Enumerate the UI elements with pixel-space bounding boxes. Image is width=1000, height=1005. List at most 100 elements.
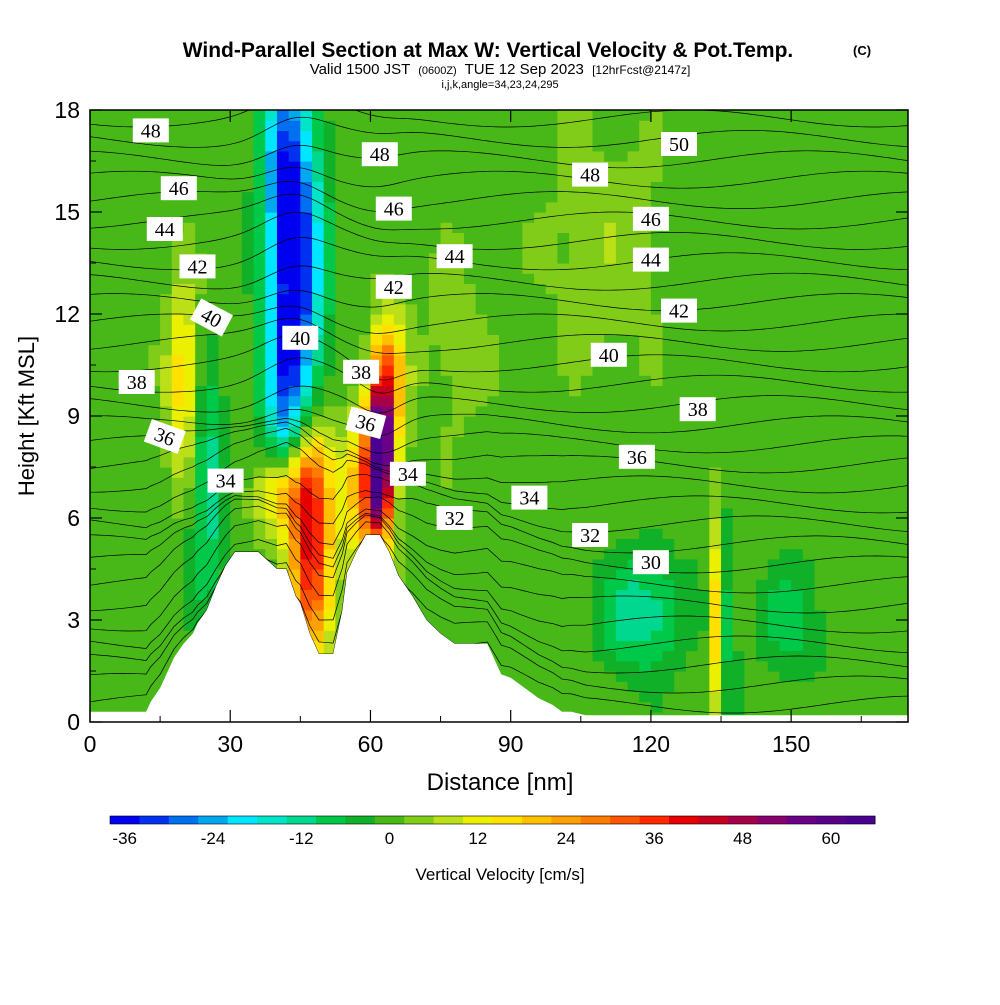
velocity-cell [767, 467, 781, 478]
velocity-cell [721, 110, 734, 121]
velocity-cell [814, 660, 827, 672]
velocity-cell [183, 354, 196, 366]
velocity-cell [872, 426, 886, 437]
velocity-cell [627, 283, 640, 295]
velocity-cell [440, 548, 453, 560]
velocity-cell [125, 232, 138, 244]
velocity-cell [650, 436, 664, 448]
velocity-cell [323, 344, 336, 356]
velocity-cell [580, 140, 594, 152]
velocity-cell [802, 558, 816, 570]
velocity-cell [136, 599, 150, 611]
isentrope-label-text: 38 [351, 362, 371, 384]
velocity-cell [499, 436, 512, 448]
velocity-cell [171, 334, 185, 346]
velocity-cell [90, 416, 103, 427]
velocity-cell [861, 344, 874, 356]
velocity-cell [756, 314, 769, 325]
velocity-cell [160, 150, 173, 162]
velocity-cell [347, 497, 360, 509]
velocity-cell [312, 150, 325, 162]
velocity-cell [335, 344, 348, 356]
velocity-cell [721, 385, 734, 397]
velocity-cell [522, 222, 535, 233]
velocity-cell [125, 191, 138, 203]
velocity-cell [744, 558, 757, 570]
velocity-cell [837, 222, 851, 233]
velocity-cell [545, 620, 559, 631]
velocity-cell [685, 171, 699, 182]
velocity-cell [697, 375, 710, 386]
velocity-cell [802, 130, 816, 142]
velocity-cell [569, 365, 582, 376]
velocity-cell [440, 477, 453, 488]
velocity-cell [534, 232, 547, 244]
velocity-cell [580, 120, 594, 131]
colorbar-segment [374, 816, 405, 824]
velocity-cell [756, 579, 769, 590]
velocity-cell [872, 487, 886, 499]
velocity-cell [557, 252, 570, 264]
velocity-cell [615, 620, 629, 631]
velocity-cell [393, 344, 407, 356]
velocity-cell [826, 395, 839, 407]
velocity-cell [662, 283, 675, 295]
velocity-cell [300, 293, 313, 305]
velocity-cell [744, 150, 757, 162]
velocity-cell [265, 191, 278, 203]
velocity-cell [650, 140, 664, 152]
velocity-cell [440, 201, 453, 213]
velocity-cell [650, 467, 664, 478]
velocity-cell [685, 538, 699, 550]
velocity-cell [183, 140, 196, 152]
velocity-cell [253, 487, 266, 499]
velocity-cell [872, 436, 886, 448]
velocity-cell [113, 538, 126, 550]
velocity-cell [312, 385, 325, 397]
velocity-cell [370, 232, 383, 244]
velocity-cell [101, 405, 114, 417]
velocity-cell [206, 426, 220, 437]
velocity-cell [779, 354, 792, 366]
velocity-cell [90, 650, 103, 662]
velocity-cell [709, 426, 722, 437]
velocity-cell [171, 293, 185, 305]
velocity-cell [721, 212, 734, 223]
velocity-cell [463, 405, 477, 417]
velocity-cell [569, 426, 582, 437]
velocity-cell [826, 416, 839, 427]
velocity-cell [557, 436, 570, 448]
velocity-cell [382, 507, 395, 519]
velocity-cell [534, 569, 547, 580]
velocity-cell [113, 293, 126, 305]
velocity-cell [183, 120, 196, 131]
colorbar-segment [198, 816, 229, 824]
velocity-cell [767, 120, 781, 131]
velocity-cell [615, 528, 629, 539]
velocity-cell [253, 252, 266, 264]
velocity-cell [896, 579, 908, 590]
velocity-cell [756, 232, 769, 244]
velocity-cell [534, 140, 547, 152]
isentrope-label-box [345, 406, 387, 440]
velocity-cell [452, 354, 465, 366]
velocity-cell [499, 222, 512, 233]
velocity-cell [534, 201, 547, 213]
velocity-cell [510, 130, 523, 142]
velocity-cell [195, 191, 208, 203]
velocity-cell [569, 650, 582, 662]
velocity-cell [779, 222, 792, 233]
velocity-cell [265, 252, 278, 264]
velocity-cell [335, 487, 348, 499]
velocity-cell [136, 456, 150, 468]
velocity-cell [171, 548, 185, 560]
velocity-cell [335, 456, 348, 468]
velocity-cell [171, 599, 185, 611]
velocity-cell [136, 640, 150, 652]
velocity-cell [241, 375, 255, 386]
velocity-cell [627, 191, 640, 203]
velocity-cell [896, 171, 908, 182]
velocity-cell [837, 293, 851, 305]
velocity-cell [534, 171, 547, 182]
velocity-cell [884, 222, 897, 233]
